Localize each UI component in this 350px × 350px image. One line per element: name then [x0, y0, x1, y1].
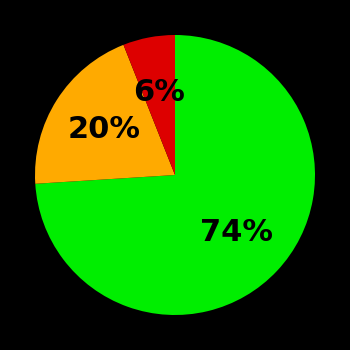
Text: 74%: 74%	[200, 218, 273, 247]
Wedge shape	[124, 35, 175, 175]
Text: 6%: 6%	[133, 78, 185, 107]
Wedge shape	[35, 45, 175, 184]
Wedge shape	[35, 35, 315, 315]
Text: 20%: 20%	[68, 116, 141, 145]
